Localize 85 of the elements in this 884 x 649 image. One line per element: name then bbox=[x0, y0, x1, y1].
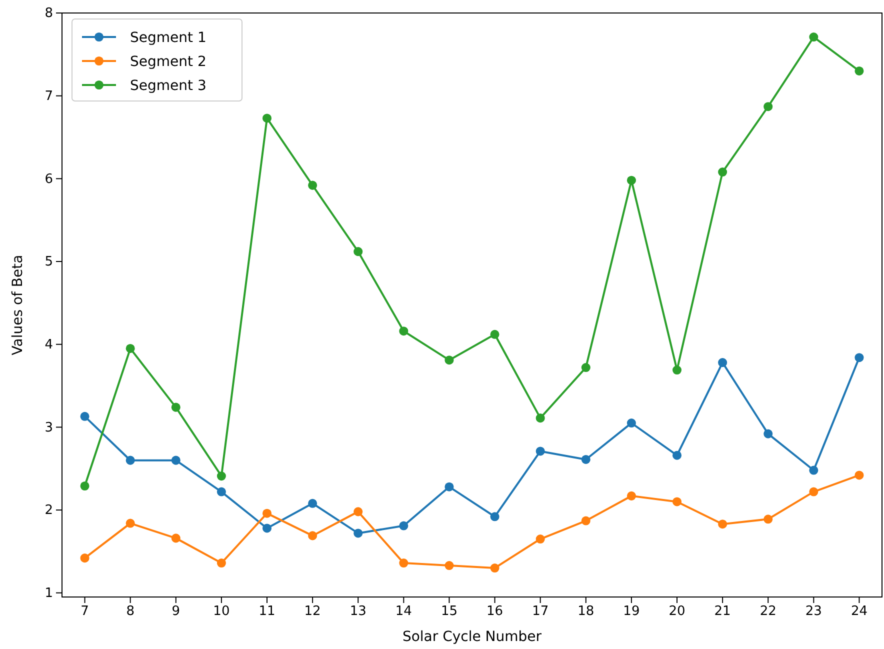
point bbox=[262, 524, 272, 533]
point bbox=[536, 414, 545, 423]
point bbox=[490, 512, 500, 522]
y-tick-label: 2 bbox=[44, 503, 53, 518]
point bbox=[444, 482, 454, 492]
point bbox=[672, 497, 682, 506]
point bbox=[809, 466, 818, 475]
point bbox=[764, 102, 773, 112]
x-tick-label: 22 bbox=[760, 604, 776, 620]
point bbox=[262, 508, 272, 518]
point bbox=[354, 247, 363, 256]
x-tick-label: 18 bbox=[578, 604, 594, 620]
legend-label: Segment 3 bbox=[130, 78, 206, 94]
x-axis-title: Solar Cycle Number bbox=[402, 629, 542, 645]
point bbox=[216, 472, 226, 481]
x-tick-label: 21 bbox=[714, 604, 731, 620]
point bbox=[126, 344, 135, 353]
point bbox=[764, 429, 773, 438]
point bbox=[718, 520, 728, 529]
point bbox=[80, 554, 90, 563]
point bbox=[308, 531, 318, 540]
point bbox=[171, 402, 180, 412]
y-axis-title: Values of Beta bbox=[10, 254, 26, 356]
point bbox=[854, 470, 864, 480]
x-tick-label: 9 bbox=[172, 604, 180, 620]
point bbox=[581, 363, 590, 372]
point bbox=[626, 418, 636, 428]
x-tick-label: 8 bbox=[126, 604, 134, 620]
point bbox=[718, 358, 728, 368]
point bbox=[80, 481, 90, 491]
legend-label: Segment 2 bbox=[130, 54, 206, 70]
point bbox=[626, 491, 636, 500]
y-tick-label: 5 bbox=[44, 254, 53, 270]
y-tick-label: 4 bbox=[44, 338, 53, 353]
point bbox=[171, 456, 180, 465]
point bbox=[216, 487, 226, 496]
point bbox=[126, 456, 135, 465]
point bbox=[262, 114, 272, 123]
point bbox=[308, 498, 318, 508]
point bbox=[536, 446, 545, 456]
y-tick-label: 1 bbox=[44, 586, 53, 602]
point bbox=[216, 558, 226, 568]
point bbox=[718, 168, 728, 177]
point bbox=[399, 326, 408, 336]
point bbox=[490, 564, 500, 573]
x-tick-label: 11 bbox=[258, 604, 276, 620]
x-tick-label: 19 bbox=[623, 604, 640, 620]
point bbox=[444, 356, 454, 365]
x-tick-label: 16 bbox=[486, 604, 504, 620]
legend-label: Segment 1 bbox=[130, 30, 206, 46]
point bbox=[444, 561, 454, 570]
y-tick-label: 3 bbox=[44, 420, 53, 436]
point bbox=[626, 176, 636, 185]
point bbox=[672, 366, 682, 375]
x-tick-label: 17 bbox=[532, 604, 549, 620]
x-tick-label: 13 bbox=[350, 604, 366, 620]
x-tick-label: 15 bbox=[440, 604, 458, 620]
point bbox=[80, 412, 90, 421]
point bbox=[354, 528, 363, 538]
point bbox=[490, 330, 500, 339]
x-tick-label: 23 bbox=[805, 604, 822, 620]
point bbox=[399, 521, 408, 530]
point bbox=[126, 518, 135, 528]
point bbox=[171, 534, 180, 543]
point bbox=[854, 353, 864, 362]
x-tick-label: 24 bbox=[850, 604, 868, 620]
y-tick-label: 7 bbox=[44, 88, 53, 104]
y-tick-label: 8 bbox=[44, 6, 53, 22]
point bbox=[536, 534, 545, 544]
point bbox=[764, 514, 773, 524]
x-tick-label: 7 bbox=[80, 604, 89, 620]
point bbox=[308, 180, 318, 190]
x-tick-label: 20 bbox=[668, 604, 686, 620]
point bbox=[809, 32, 818, 42]
y-tick-label: 6 bbox=[44, 172, 53, 187]
x-tick-label: 14 bbox=[395, 604, 412, 620]
point bbox=[354, 507, 363, 516]
point bbox=[672, 450, 682, 460]
point bbox=[581, 516, 590, 526]
point bbox=[809, 487, 818, 496]
x-tick-label: 10 bbox=[213, 604, 230, 620]
point bbox=[581, 454, 590, 464]
point bbox=[399, 558, 408, 568]
point bbox=[854, 66, 864, 76]
x-tick-label: 12 bbox=[304, 604, 321, 620]
